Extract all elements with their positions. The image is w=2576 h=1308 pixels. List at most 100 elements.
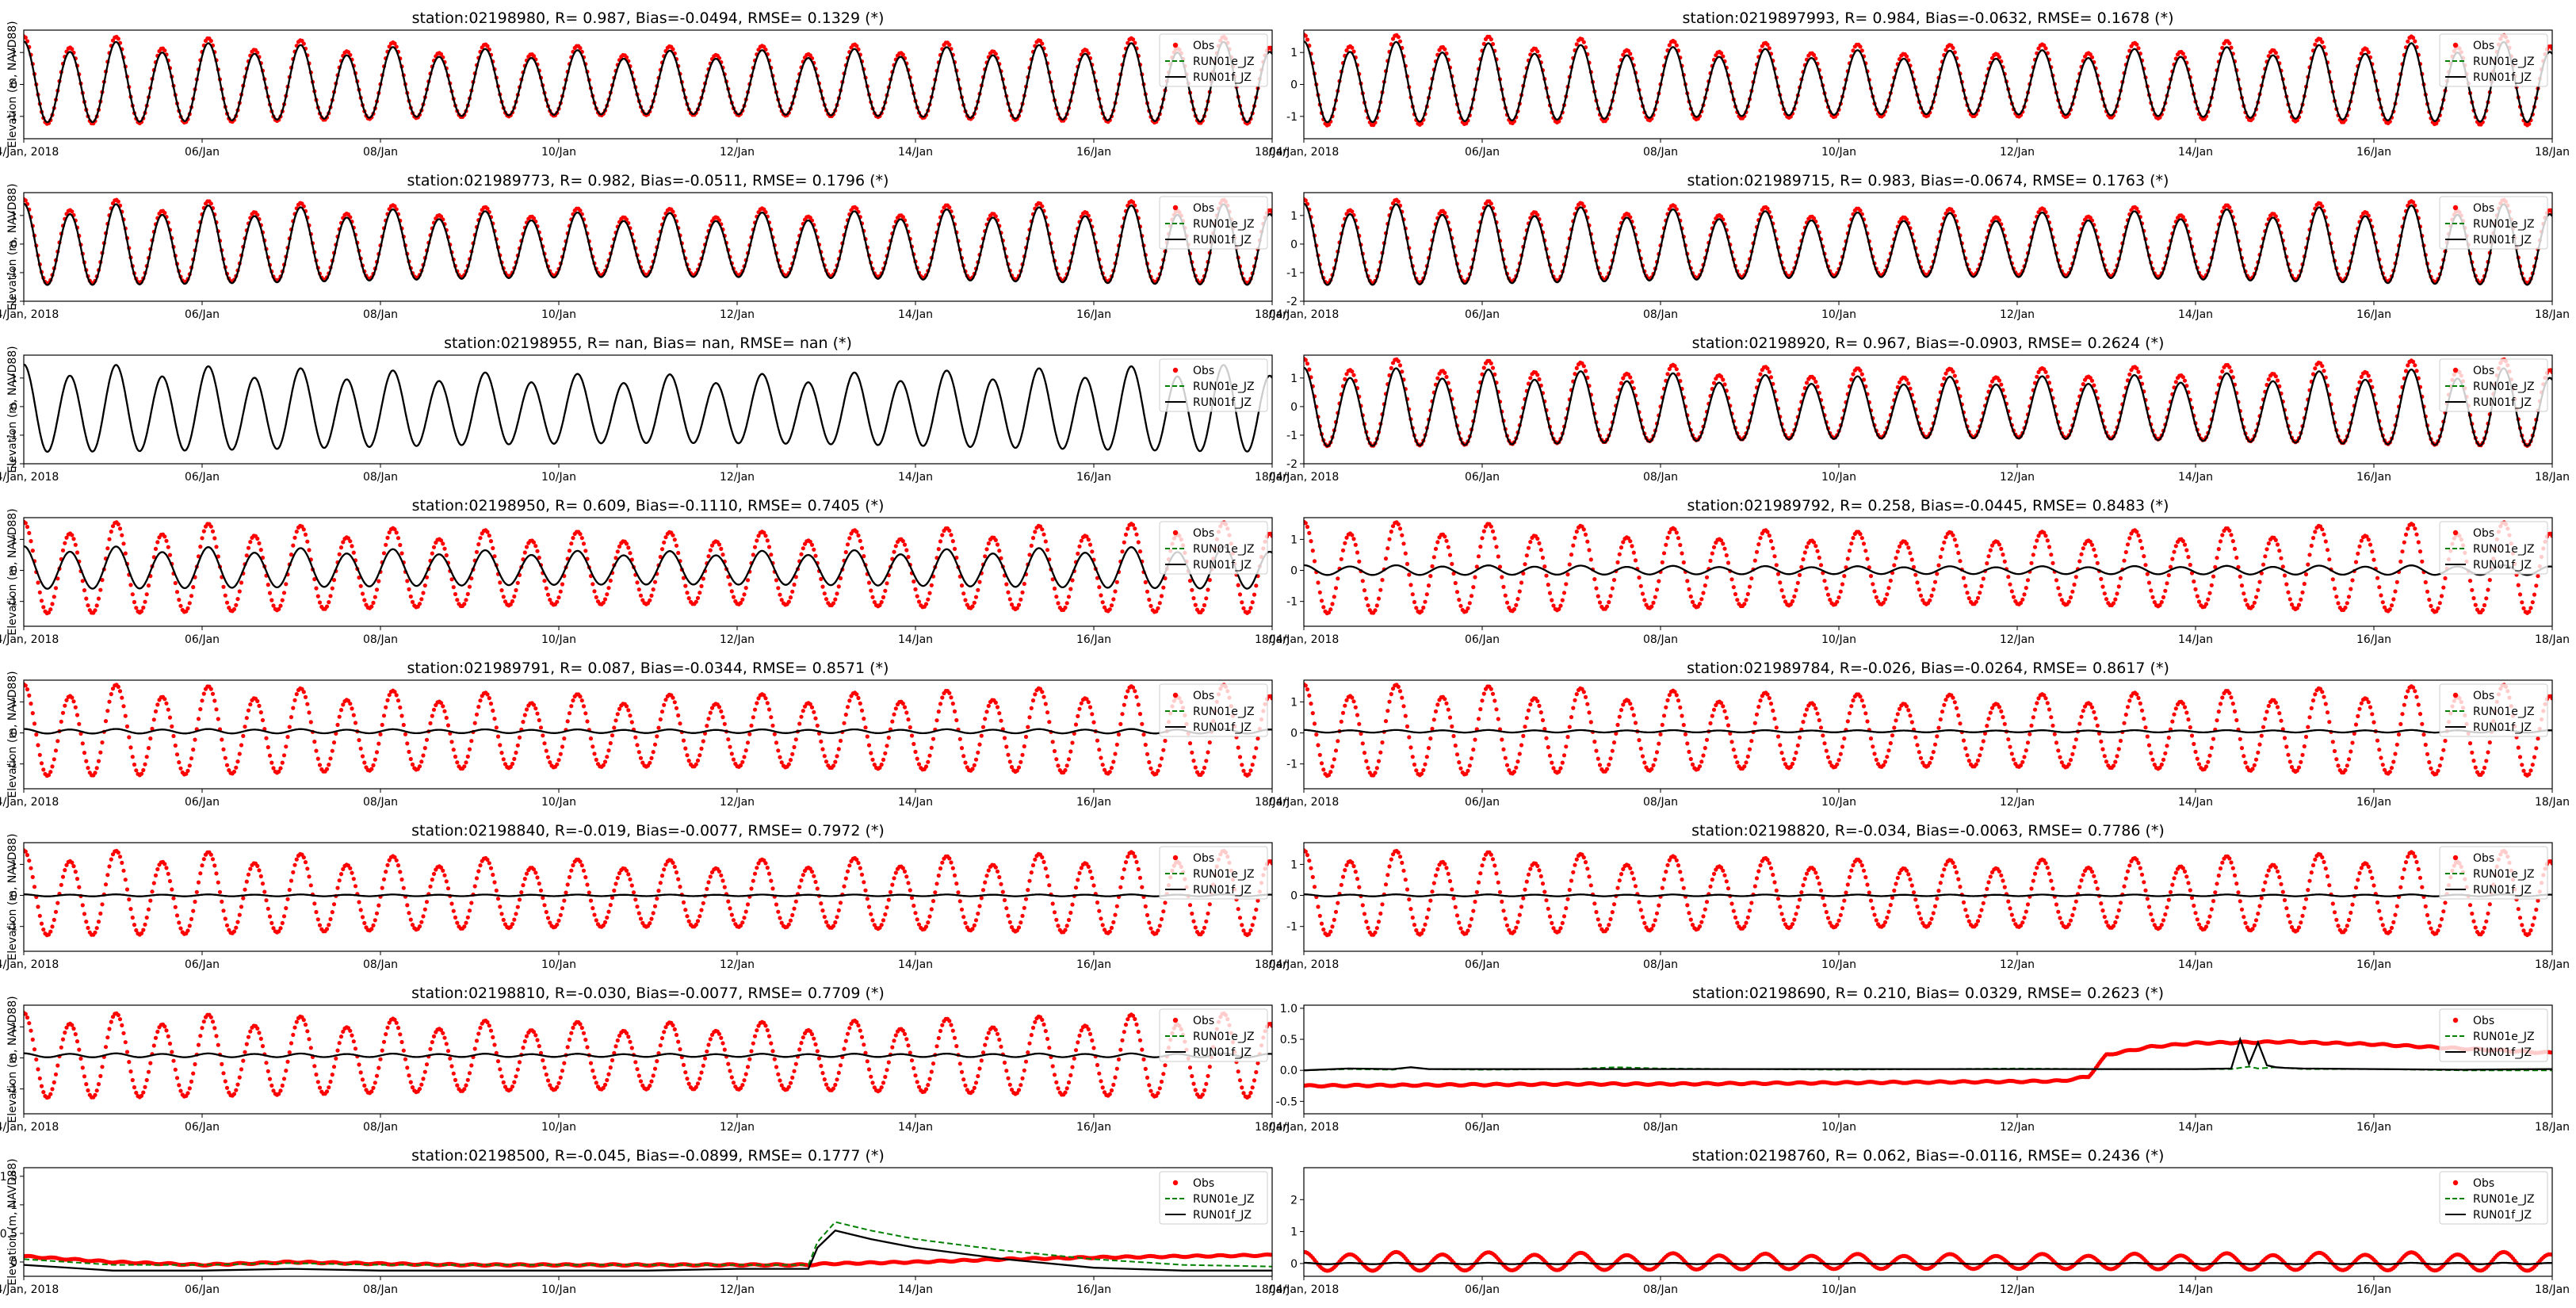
- obs-point: [1247, 610, 1252, 614]
- obs-point: [799, 552, 804, 556]
- obs-point: [1735, 598, 1740, 602]
- obs-point: [405, 579, 410, 583]
- obs-point: [916, 599, 922, 604]
- obs-point: [869, 588, 873, 593]
- obs-point: [1781, 595, 1786, 599]
- obs-point: [2070, 589, 2075, 594]
- obs-point: [1029, 543, 1034, 549]
- obs-point: [224, 600, 230, 605]
- obs-point: [671, 47, 675, 52]
- obs-point: [1628, 375, 1633, 380]
- obs-point: [1122, 540, 1126, 545]
- obs-point: [531, 540, 537, 545]
- obs-point: [581, 541, 587, 546]
- obs-point: [2020, 597, 2025, 602]
- obs-point: [1908, 551, 1913, 556]
- obs-point: [531, 216, 537, 220]
- obs-point: [1617, 552, 1622, 556]
- obs-point: [833, 597, 838, 602]
- obs-point: [2320, 364, 2325, 369]
- obs-point: [1999, 546, 2004, 552]
- obs-point: [187, 601, 192, 606]
- obs-point: [1999, 382, 2004, 387]
- obs-point: [1596, 594, 1600, 599]
- obs-point: [769, 553, 774, 557]
- obs-point: [2406, 39, 2410, 44]
- series-obs: [1304, 197, 2552, 286]
- obs-point: [636, 587, 641, 592]
- obs-point: [1851, 372, 1856, 377]
- obs-point: [2045, 374, 2050, 379]
- obs-point: [1638, 583, 1643, 588]
- obs-point: [2220, 369, 2225, 374]
- obs-point: [258, 548, 263, 553]
- subplot-2: station:0219897993, R= 0.984, Bias=-0.06…: [1269, 10, 2570, 159]
- obs-point: [1892, 563, 1897, 568]
- legend-label: RUN01e_JZ: [2473, 55, 2535, 68]
- obs-point: [1007, 597, 1012, 602]
- obs-point: [1886, 586, 1891, 591]
- obs-point: [139, 609, 144, 614]
- obs-point: [731, 595, 736, 599]
- obs-point: [1569, 553, 1574, 557]
- obs-point: [234, 602, 239, 607]
- obs-point: [2182, 542, 2188, 547]
- obs-point: [1771, 545, 1775, 551]
- obs-point: [1801, 557, 1806, 562]
- obs-point: [940, 533, 945, 537]
- x-tick-label: 18/Jan: [2535, 308, 2570, 321]
- obs-point: [590, 582, 595, 587]
- legend-label: Obs: [1193, 365, 1214, 377]
- obs-point: [2135, 530, 2139, 534]
- obs-point: [1450, 561, 1454, 567]
- obs-point: [698, 591, 702, 595]
- obs-point: [635, 580, 640, 585]
- obs-point: [2275, 378, 2280, 383]
- obs-point: [763, 48, 768, 52]
- obs-point: [1772, 554, 1777, 559]
- obs-point: [2089, 378, 2095, 383]
- obs-point: [1100, 600, 1105, 605]
- obs-point: [947, 528, 952, 533]
- series-run01f-line: [24, 363, 1272, 453]
- obs-point: [1703, 583, 1707, 588]
- obs-point: [1252, 592, 1257, 597]
- subplot-title: station:02198955, R= nan, Bias= nan, RMS…: [444, 335, 852, 352]
- obs-point: [1383, 556, 1389, 561]
- obs-point: [1581, 364, 1586, 369]
- obs-point: [1107, 607, 1112, 612]
- x-tick-label: 14/Jan: [898, 146, 933, 159]
- obs-point: [208, 201, 213, 206]
- obs-point: [2122, 558, 2127, 563]
- obs-point: [1446, 545, 1450, 549]
- x-tick-label: 04/Jan, 2018: [1269, 308, 1340, 321]
- obs-point: [1419, 609, 1424, 614]
- obs-point: [1560, 598, 1565, 602]
- obs-point: [1718, 214, 1724, 219]
- series-run01f-line: [24, 202, 1272, 286]
- x-tick-label: 12/Jan: [720, 308, 755, 321]
- obs-point: [1906, 545, 1911, 550]
- obs-point: [1191, 596, 1196, 601]
- obs-point: [662, 540, 667, 545]
- obs-point: [292, 535, 297, 540]
- obs-point: [1547, 591, 1553, 595]
- obs-point: [1840, 582, 1845, 587]
- obs-point: [1500, 575, 1504, 579]
- obs-point: [2170, 556, 2175, 561]
- obs-point: [512, 594, 517, 599]
- obs-point: [255, 536, 260, 541]
- obs-point: [1718, 51, 1724, 55]
- obs-point: [212, 536, 217, 541]
- obs-point: [2364, 47, 2369, 52]
- obs-point: [2111, 601, 2116, 606]
- obs-point: [1774, 563, 1779, 568]
- obs-point: [776, 586, 781, 591]
- series-run01f-line: [24, 40, 1272, 124]
- obs-point: [2116, 584, 2121, 589]
- obs-point: [2095, 560, 2100, 565]
- obs-point: [567, 549, 572, 553]
- obs-point: [1775, 572, 1781, 576]
